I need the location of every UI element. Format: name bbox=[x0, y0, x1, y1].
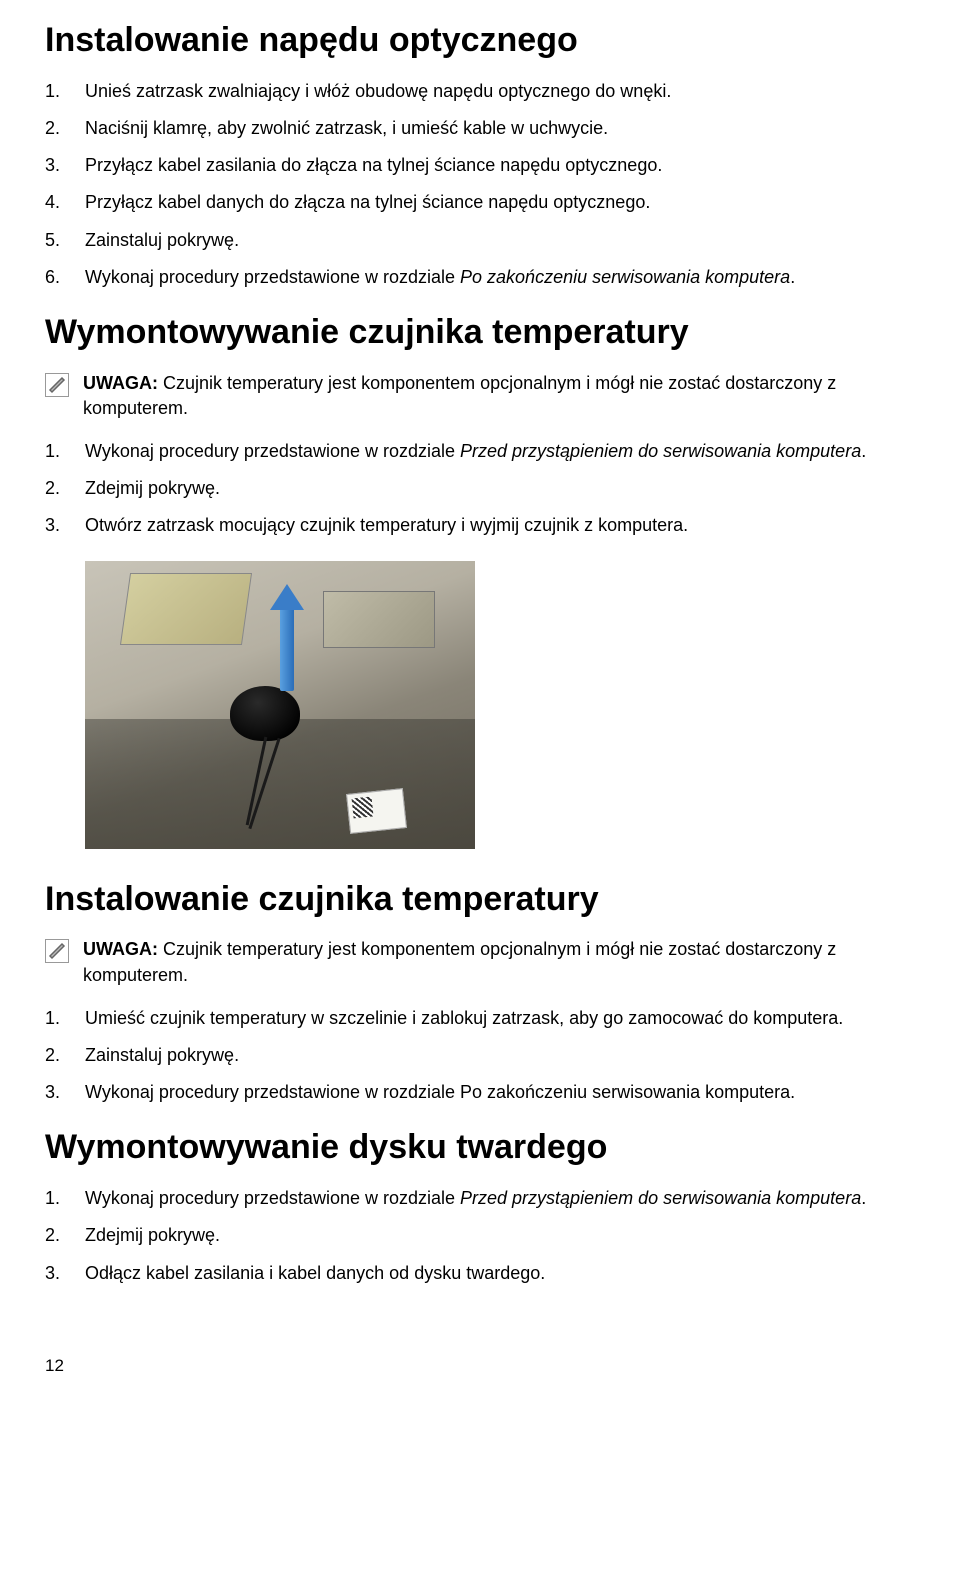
list-item: 2.Zainstaluj pokrywę. bbox=[45, 1043, 915, 1068]
arrow-head bbox=[270, 584, 304, 610]
list-text: Naciśnij klamrę, aby zwolnić zatrzask, i… bbox=[85, 116, 915, 141]
list-number: 1. bbox=[45, 1006, 85, 1031]
list-text: Wykonaj procedury przedstawione w rozdzi… bbox=[85, 439, 915, 464]
list-number: 3. bbox=[45, 513, 85, 538]
list-item: 2.Naciśnij klamrę, aby zwolnić zatrzask,… bbox=[45, 116, 915, 141]
arrow-stem bbox=[280, 606, 294, 691]
list-text: Otwórz zatrzask mocujący czujnik tempera… bbox=[85, 513, 915, 538]
note-row: UWAGA: Czujnik temperatury jest komponen… bbox=[45, 937, 915, 987]
motherboard-component bbox=[323, 591, 435, 648]
list-text-prefix: Wykonaj procedury przedstawione w rozdzi… bbox=[85, 441, 460, 461]
figure-image bbox=[85, 561, 475, 849]
list-number: 5. bbox=[45, 228, 85, 253]
list-item: 3.Otwórz zatrzask mocujący czujnik tempe… bbox=[45, 513, 915, 538]
list-text: Odłącz kabel zasilania i kabel danych od… bbox=[85, 1261, 915, 1286]
list-text: Zainstaluj pokrywę. bbox=[85, 228, 915, 253]
list-number: 3. bbox=[45, 153, 85, 178]
list-remove-hdd: 1.Wykonaj procedury przedstawione w rozd… bbox=[45, 1186, 915, 1286]
list-item: 3.Odłącz kabel zasilania i kabel danych … bbox=[45, 1261, 915, 1286]
list-text-suffix: . bbox=[861, 1188, 866, 1208]
list-text: Wykonaj procedury przedstawione w rozdzi… bbox=[85, 1186, 915, 1211]
temp-sensor-shape bbox=[230, 686, 300, 741]
list-text: Wykonaj procedury przedstawione w rozdzi… bbox=[85, 265, 915, 290]
list-number: 3. bbox=[45, 1080, 85, 1105]
list-install-optical: 1.Unieś zatrzask zwalniający i włóż obud… bbox=[45, 79, 915, 290]
list-install-tempsensor: 1.Umieść czujnik temperatury w szczelini… bbox=[45, 1006, 915, 1106]
list-text-italic: Po zakończeniu serwisowania komputera bbox=[460, 267, 790, 287]
list-text-suffix: . bbox=[790, 267, 795, 287]
page-number: 12 bbox=[45, 1356, 915, 1376]
list-number: 4. bbox=[45, 190, 85, 215]
figure-tempsensor bbox=[85, 561, 915, 849]
list-item: 5.Zainstaluj pokrywę. bbox=[45, 228, 915, 253]
heading-install-tempsensor: Instalowanie czujnika temperatury bbox=[45, 879, 915, 920]
note-row: UWAGA: Czujnik temperatury jest komponen… bbox=[45, 371, 915, 421]
list-item: 1.Unieś zatrzask zwalniający i włóż obud… bbox=[45, 79, 915, 104]
note-icon bbox=[45, 373, 69, 397]
list-item: 2.Zdejmij pokrywę. bbox=[45, 476, 915, 501]
heading-remove-hdd: Wymontowywanie dysku twardego bbox=[45, 1127, 915, 1168]
label-sticker bbox=[346, 788, 407, 834]
list-item: 1.Wykonaj procedury przedstawione w rozd… bbox=[45, 1186, 915, 1211]
list-text: Zdejmij pokrywę. bbox=[85, 476, 915, 501]
note-text: UWAGA: Czujnik temperatury jest komponen… bbox=[83, 937, 915, 987]
list-text-suffix: . bbox=[861, 441, 866, 461]
list-number: 1. bbox=[45, 439, 85, 464]
arrow-up-icon bbox=[280, 606, 294, 691]
list-text: Zdejmij pokrywę. bbox=[85, 1223, 915, 1248]
heading-install-optical: Instalowanie napędu optycznego bbox=[45, 20, 915, 61]
list-text-italic: Przed przystąpieniem do serwisowania kom… bbox=[460, 441, 861, 461]
list-text: Przyłącz kabel danych do złącza na tylne… bbox=[85, 190, 915, 215]
list-text-prefix: Wykonaj procedury przedstawione w rozdzi… bbox=[85, 267, 460, 287]
list-item: 4.Przyłącz kabel danych do złącza na tyl… bbox=[45, 190, 915, 215]
note-body: Czujnik temperatury jest komponentem opc… bbox=[83, 373, 836, 418]
list-text: Wykonaj procedury przedstawione w rozdzi… bbox=[85, 1080, 915, 1105]
list-item: 3.Przyłącz kabel zasilania do złącza na … bbox=[45, 153, 915, 178]
list-number: 2. bbox=[45, 116, 85, 141]
note-label: UWAGA: bbox=[83, 373, 158, 393]
motherboard-component bbox=[120, 573, 252, 645]
list-text-italic: Przed przystąpieniem do serwisowania kom… bbox=[460, 1188, 861, 1208]
heading-remove-tempsensor: Wymontowywanie czujnika temperatury bbox=[45, 312, 915, 353]
list-item: 2.Zdejmij pokrywę. bbox=[45, 1223, 915, 1248]
list-number: 1. bbox=[45, 1186, 85, 1211]
list-number: 3. bbox=[45, 1261, 85, 1286]
list-number: 2. bbox=[45, 1223, 85, 1248]
list-text: Przyłącz kabel zasilania do złącza na ty… bbox=[85, 153, 915, 178]
list-number: 2. bbox=[45, 476, 85, 501]
cable-shape bbox=[248, 738, 280, 829]
list-text: Zainstaluj pokrywę. bbox=[85, 1043, 915, 1068]
note-text: UWAGA: Czujnik temperatury jest komponen… bbox=[83, 371, 915, 421]
list-item: 1.Wykonaj procedury przedstawione w rozd… bbox=[45, 439, 915, 464]
list-item: 6.Wykonaj procedury przedstawione w rozd… bbox=[45, 265, 915, 290]
list-text-prefix: Wykonaj procedury przedstawione w rozdzi… bbox=[85, 1188, 460, 1208]
list-number: 2. bbox=[45, 1043, 85, 1068]
list-text: Umieść czujnik temperatury w szczelinie … bbox=[85, 1006, 915, 1031]
note-label: UWAGA: bbox=[83, 939, 158, 959]
list-remove-tempsensor: 1.Wykonaj procedury przedstawione w rozd… bbox=[45, 439, 915, 539]
page: Instalowanie napędu optycznego 1.Unieś z… bbox=[0, 0, 960, 1406]
list-item: 3.Wykonaj procedury przedstawione w rozd… bbox=[45, 1080, 915, 1105]
list-text: Unieś zatrzask zwalniający i włóż obudow… bbox=[85, 79, 915, 104]
note-icon bbox=[45, 939, 69, 963]
note-body: Czujnik temperatury jest komponentem opc… bbox=[83, 939, 836, 984]
list-number: 1. bbox=[45, 79, 85, 104]
list-item: 1.Umieść czujnik temperatury w szczelini… bbox=[45, 1006, 915, 1031]
list-number: 6. bbox=[45, 265, 85, 290]
